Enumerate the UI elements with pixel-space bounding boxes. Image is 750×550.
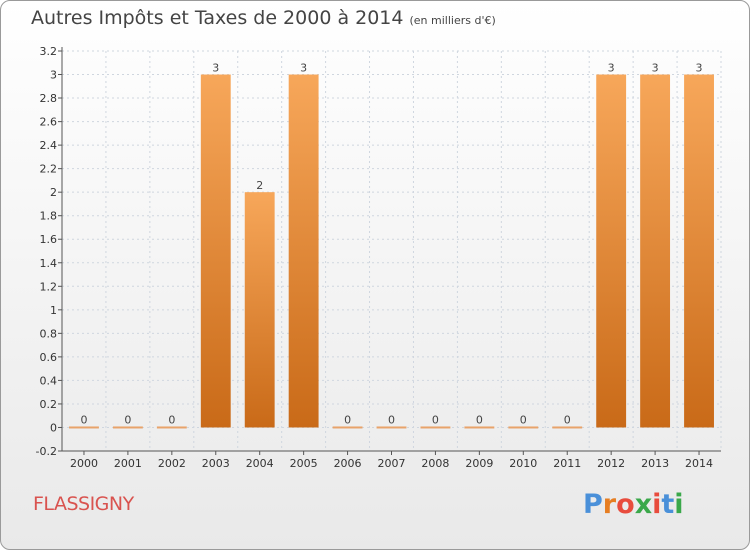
y-tick-label: 1.4 [40, 257, 58, 270]
x-tick-label: 2011 [553, 457, 581, 470]
y-tick-label: 2 [50, 186, 57, 199]
bar [69, 426, 99, 429]
logo-letter: x [634, 489, 653, 520]
y-tick-label: 2.4 [40, 139, 58, 152]
logo-letter: t [661, 489, 675, 520]
y-tick-label: 0.6 [40, 351, 58, 364]
logo-letter: P [583, 489, 603, 520]
data-label: 0 [124, 413, 131, 426]
chart-subtitle: (en milliers d'€) [409, 14, 496, 27]
y-tick-label: 0.8 [40, 327, 58, 340]
x-tick-label: 2005 [290, 457, 318, 470]
chart-title: Autres Impôts et Taxes de 2000 à 2014 (en… [31, 7, 496, 29]
data-labels: 0 0 0 3 2 3 0 0 0 0 0 0 3 3 3 [80, 62, 702, 427]
bar [552, 426, 583, 429]
axes: -0.2 0 0.2 0.4 0.6 0.8 1 1.2 1.4 1.6 1.8 2 2.2 2.4 2.6… [36, 45, 721, 470]
bar [288, 74, 319, 428]
x-tick-label: 2007 [378, 457, 406, 470]
data-label: 0 [520, 413, 527, 426]
bar [376, 426, 407, 429]
bar [684, 74, 714, 428]
x-tick-label: 2004 [246, 457, 274, 470]
data-label: 3 [608, 62, 615, 75]
logo-letter: r [602, 489, 617, 520]
data-label: 3 [300, 62, 307, 75]
x-tick-label: 2002 [158, 457, 186, 470]
data-label: 0 [564, 413, 571, 426]
bar [112, 426, 143, 429]
x-tick-label: 2009 [465, 457, 493, 470]
y-tick-label: 1.2 [40, 280, 58, 293]
bar [464, 426, 495, 429]
y-tick-label: 0.2 [40, 398, 58, 411]
y-tick-label: 1 [50, 304, 57, 317]
x-tick-label: 2013 [641, 457, 669, 470]
bar [508, 426, 539, 429]
x-tick-label: 2010 [509, 457, 537, 470]
data-label: 3 [696, 62, 703, 75]
y-tick-label: 2.2 [40, 163, 58, 176]
logo-letter: o [616, 489, 635, 520]
y-tick-label: 1.6 [40, 233, 58, 246]
x-tick-label: 2014 [685, 457, 713, 470]
y-tick-label: 1.8 [40, 210, 58, 223]
logo-letter: i [674, 489, 684, 520]
y-tick-label: 3.2 [40, 45, 58, 58]
data-label: 0 [168, 413, 175, 426]
data-label: 3 [212, 62, 219, 75]
data-label: 3 [652, 62, 659, 75]
bar [596, 74, 627, 428]
bar [244, 192, 275, 428]
y-tick-label: 0 [50, 421, 57, 434]
x-tick-label: 2012 [597, 457, 625, 470]
bar [332, 426, 363, 429]
y-tick-label: 0.4 [40, 374, 58, 387]
y-tick-label: 3 [50, 69, 57, 82]
data-label: 2 [256, 179, 263, 192]
bar [640, 74, 671, 428]
gridlines [61, 50, 722, 452]
x-tick-label: 2003 [202, 457, 230, 470]
data-label: 0 [388, 413, 395, 426]
y-tick-label: 2.8 [40, 92, 58, 105]
chart-title-text: Autres Impôts et Taxes de 2000 à 2014 [31, 7, 404, 29]
data-label: 0 [432, 413, 439, 426]
data-label: 0 [80, 413, 87, 426]
commune-name: FLASSIGNY [33, 493, 134, 515]
bar [200, 74, 231, 428]
x-tick-label: 2008 [421, 457, 449, 470]
x-tick-label: 2000 [70, 457, 98, 470]
logo-letter: i [652, 489, 662, 520]
bar [156, 426, 187, 429]
x-tick-label: 2006 [334, 457, 362, 470]
x-tick-label: 2001 [114, 457, 142, 470]
y-tick-label: -0.2 [36, 445, 57, 458]
data-label: 0 [344, 413, 351, 426]
bar [420, 426, 451, 429]
y-tick-label: 2.6 [40, 116, 58, 129]
bars [69, 74, 714, 429]
proxiti-logo: Proxiti [583, 489, 684, 520]
data-label: 0 [476, 413, 483, 426]
